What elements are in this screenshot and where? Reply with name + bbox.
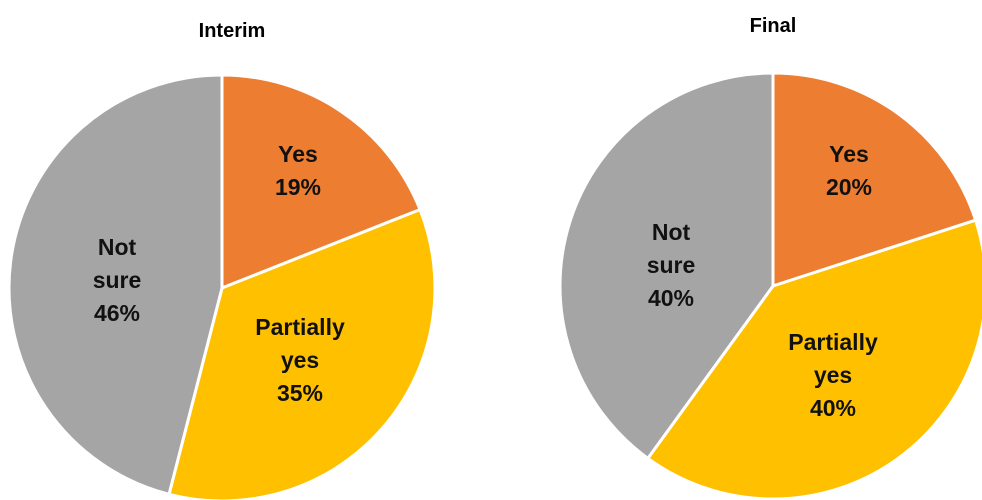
label-yes: Yes 19% [275, 141, 321, 200]
slice-partially-yes [167, 208, 437, 500]
label-not-sure: Not sure 40% [647, 219, 696, 311]
interim-chart-title: Interim [198, 20, 266, 42]
label-not-sure: Not sure 46% [93, 234, 142, 326]
slice-not-sure [7, 73, 224, 496]
label-yes: Yes 20% [826, 141, 872, 200]
slice-not-sure [558, 71, 775, 460]
label-partially-yes: Partially yes 40% [788, 329, 878, 421]
slice-yes [220, 73, 422, 290]
slice-yes [771, 71, 978, 288]
final-pie: Yes 20% Partially yes 40% Not sure 40% [558, 71, 982, 500]
label-partially-yes: Partially yes 35% [255, 314, 345, 406]
final-chart-title: Final [749, 15, 797, 37]
slice-partially-yes [646, 218, 982, 500]
interim-pie: Yes 19% Partially yes 35% Not sure 46% [7, 73, 437, 500]
